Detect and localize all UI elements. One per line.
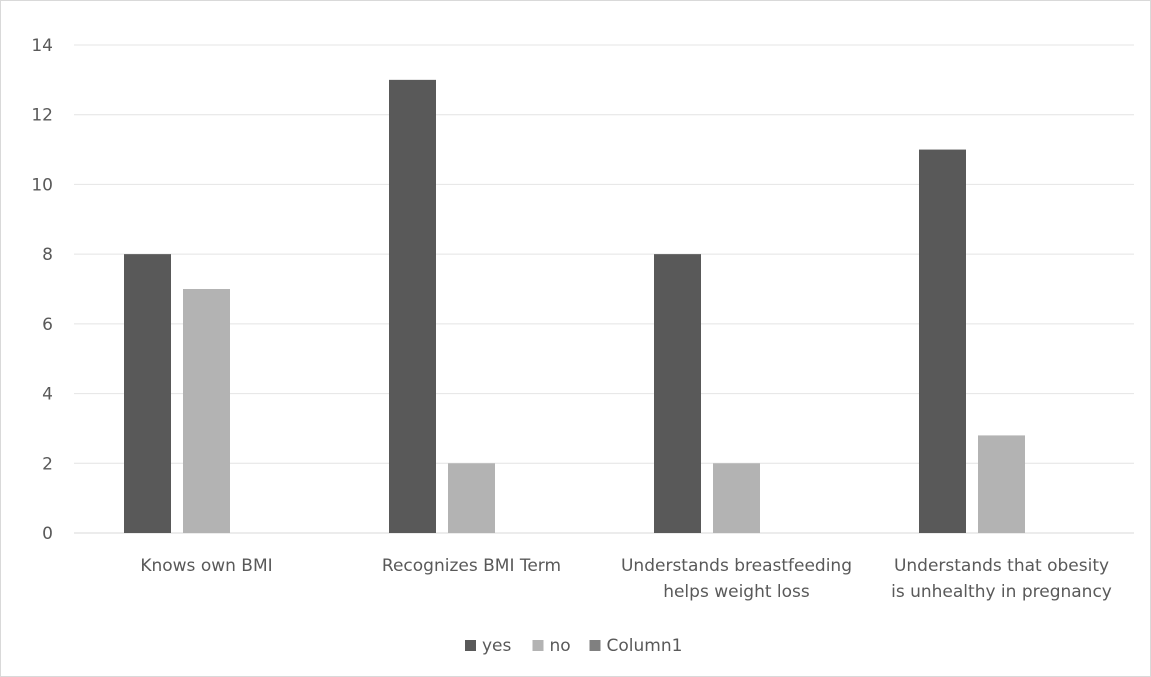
bar-yes — [389, 79, 436, 533]
y-tick-label: 0 — [42, 524, 53, 544]
legend-label-no: no — [550, 636, 571, 656]
bar-no — [978, 435, 1025, 533]
y-tick-label: 6 — [42, 315, 53, 335]
y-tick-label: 14 — [31, 36, 53, 56]
x-category-label: Knows own BMI — [140, 556, 272, 576]
x-category-label: Understands that obesity is unhealthy in … — [891, 556, 1112, 602]
legend: yes no Column1 — [465, 636, 682, 656]
bar-no — [713, 463, 760, 533]
bars — [124, 79, 1025, 534]
y-tick-label: 8 — [42, 245, 53, 265]
legend-swatch-yes — [465, 640, 476, 651]
x-category-label: Recognizes BMI Term — [382, 556, 561, 576]
legend-label-column1: Column1 — [607, 636, 683, 656]
x-axis-categories: Knows own BMI Recognizes BMI Term Understa… — [140, 556, 1112, 602]
x-category-label: Understands breastfeeding helps weight lo… — [621, 556, 852, 602]
legend-swatch-no — [532, 640, 544, 651]
legend-label-yes: yes — [482, 636, 512, 656]
bar-yes — [654, 254, 701, 533]
bar-yes — [124, 254, 171, 533]
bar-no — [448, 463, 495, 533]
y-tick-label: 2 — [42, 454, 53, 474]
bar-yes — [919, 149, 966, 534]
y-tick-label: 12 — [31, 106, 53, 126]
y-tick-label: 4 — [42, 385, 53, 405]
bar-no — [183, 289, 230, 533]
gridlines — [74, 44, 1134, 534]
y-axis-ticks: 0 2 4 6 8 10 12 14 — [31, 36, 53, 544]
y-tick-label: 10 — [31, 175, 53, 195]
legend-swatch-column1 — [589, 640, 601, 651]
